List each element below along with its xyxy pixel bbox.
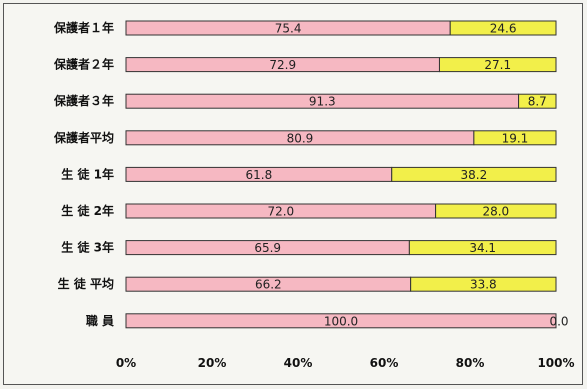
data-label: 27.1 (484, 58, 511, 72)
category-label: 生 徒 平均 (58, 276, 114, 291)
data-label: 65.9 (254, 241, 281, 255)
bar-segment-series-2 (410, 276, 557, 292)
data-label: 0.0 (549, 314, 568, 328)
data-label: 66.2 (255, 278, 282, 292)
bar-segment-series-2 (391, 166, 557, 182)
category-label: 生 徒 1年 (61, 166, 114, 181)
bar-segment-series-2 (435, 203, 557, 219)
x-tick-label: 20% (198, 356, 227, 370)
x-tick-label: 80% (456, 356, 485, 370)
x-tick-label: 60% (370, 356, 399, 370)
data-label: 19.1 (502, 131, 529, 145)
data-label: 75.4 (275, 22, 302, 36)
data-label: 34.1 (469, 241, 496, 255)
category-label: 保護者１年 (53, 20, 114, 35)
data-label: 33.8 (470, 278, 497, 292)
bar-segment-series-2 (473, 130, 557, 146)
data-label: 72.9 (269, 58, 296, 72)
data-label: 72.0 (267, 205, 294, 219)
x-tick-label: 0% (116, 356, 136, 370)
category-label: 保護者平均 (53, 130, 114, 145)
category-label: 保護者２年 (53, 57, 114, 72)
data-label: 24.6 (490, 22, 517, 36)
data-label: 100.0 (324, 314, 358, 328)
bar-segment-series-2 (518, 93, 557, 109)
data-label: 61.8 (246, 168, 273, 182)
x-tick-label: 100% (537, 356, 574, 370)
bar-segment-series-2 (438, 57, 557, 73)
bar-segment-series-1 (125, 313, 557, 329)
bar-segment-series-2 (408, 240, 557, 256)
x-tick-label: 40% (284, 356, 313, 370)
data-label: 8.7 (528, 95, 547, 109)
data-label: 38.2 (461, 168, 488, 182)
data-label: 91.3 (309, 95, 336, 109)
data-label: 28.0 (482, 205, 509, 219)
data-label: 80.9 (287, 131, 314, 145)
category-label: 保護者３年 (53, 93, 114, 108)
category-label: 生 徒 2年 (61, 203, 114, 218)
bar-segment-series-2 (449, 20, 557, 36)
category-label: 職 員 (86, 313, 114, 328)
category-label: 生 徒 3年 (61, 240, 114, 255)
